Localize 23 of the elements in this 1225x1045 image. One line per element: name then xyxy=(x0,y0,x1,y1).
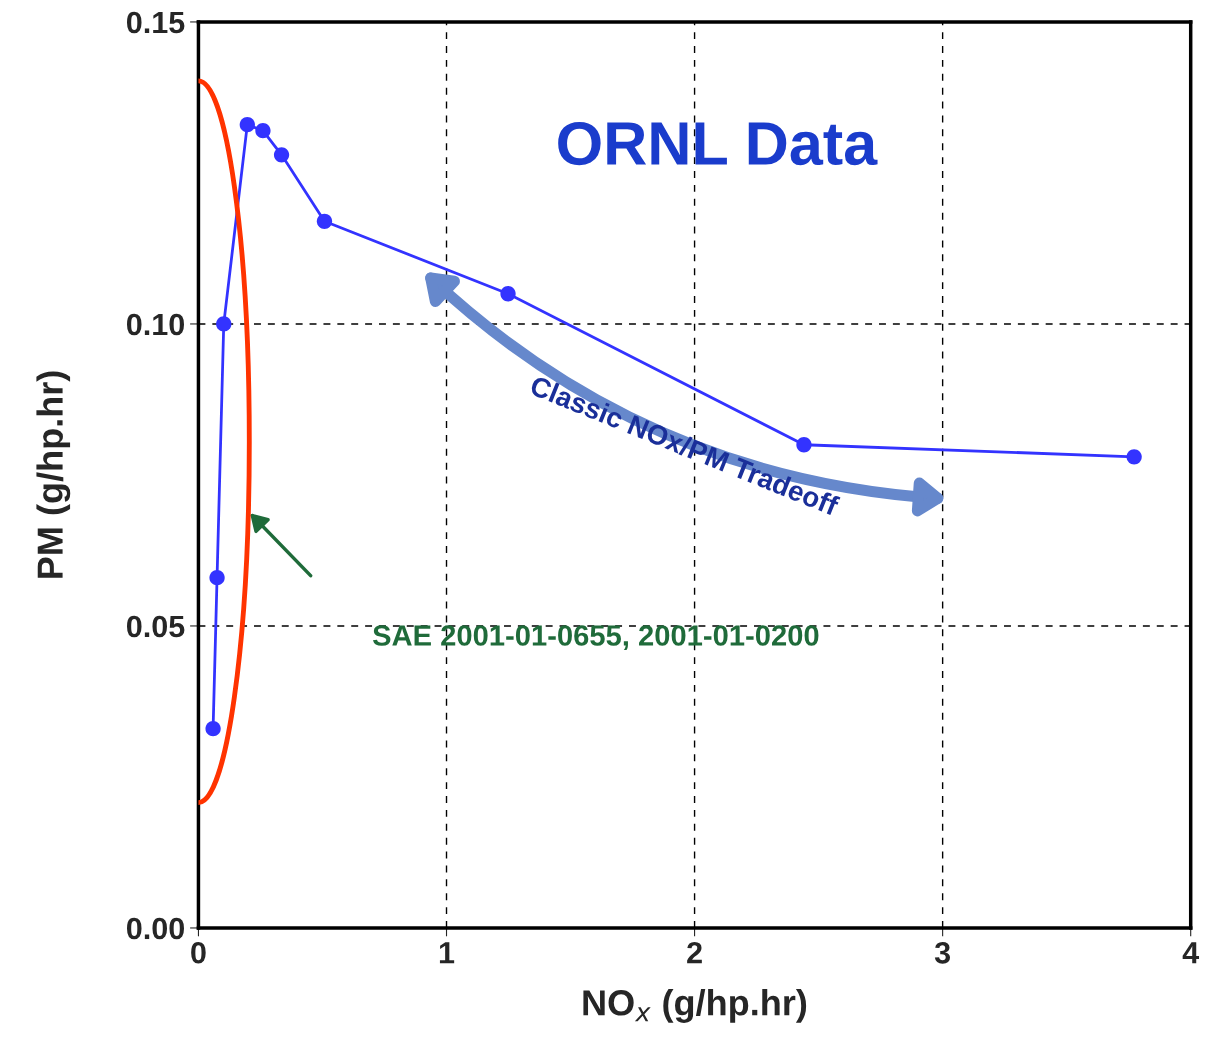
x-tick-label: 4 xyxy=(1182,942,1200,964)
x-tick-label: 2 xyxy=(687,941,702,964)
y-axis-title: PM (g/hp.hr) xyxy=(36,371,71,578)
point xyxy=(1126,449,1142,465)
point xyxy=(205,721,221,737)
point xyxy=(216,316,232,332)
point xyxy=(255,123,271,139)
point xyxy=(500,286,516,302)
y-tick-label: 0.10 xyxy=(127,313,185,336)
x-axis-title: NO$_{x}$ (g/hp.hr) xyxy=(583,989,807,1023)
y-tick-label: 0.15 xyxy=(127,11,185,34)
x-tick-label: 3 xyxy=(934,941,951,964)
y-tick-label: 0.00 xyxy=(127,917,185,940)
annotation: ORNL Data xyxy=(558,121,878,166)
point xyxy=(316,213,333,229)
annotation: SAE 2001-01-0655, 2001-01-0200 xyxy=(372,625,819,651)
point xyxy=(273,147,290,163)
x-tick-label: 0 xyxy=(191,941,206,964)
point xyxy=(796,437,812,453)
point xyxy=(209,570,225,586)
y-tick-label: 0.05 xyxy=(127,615,185,638)
point xyxy=(239,116,255,133)
x-tick-label: 1 xyxy=(439,942,455,964)
